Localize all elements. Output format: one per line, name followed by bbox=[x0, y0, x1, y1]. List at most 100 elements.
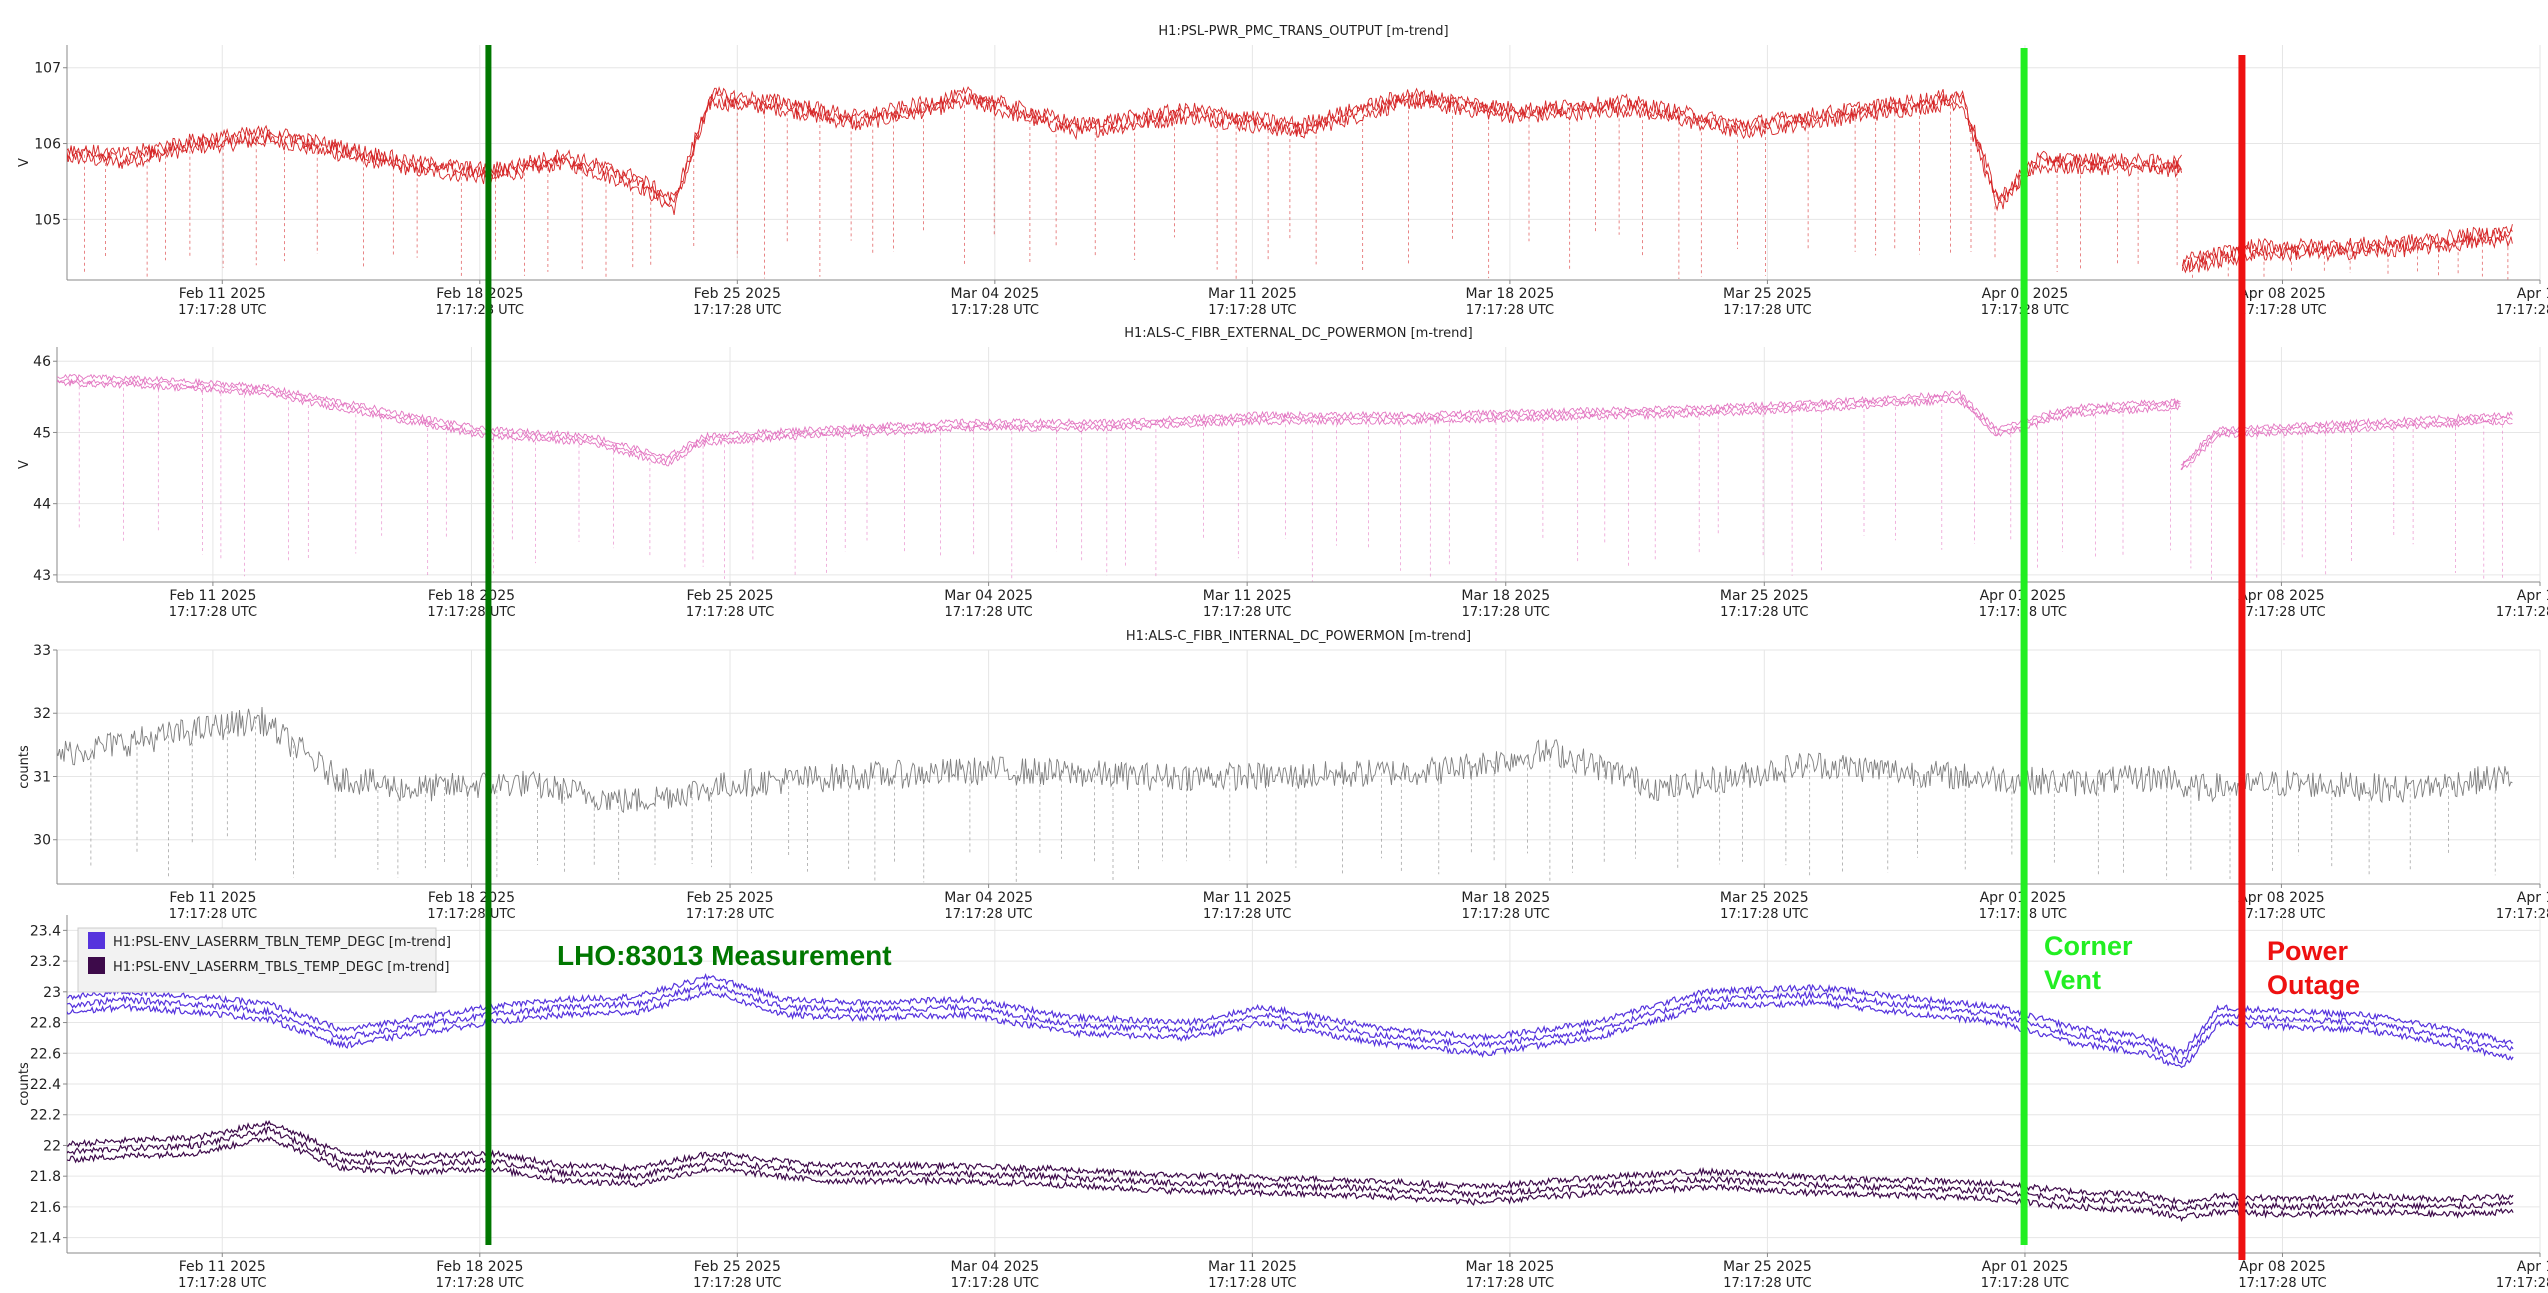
event-marker-label: Outage bbox=[2267, 970, 2360, 1000]
x-tick-sublabel: 17:17:28 UTC bbox=[178, 303, 266, 318]
x-tick-sublabel: 17:17:28 UTC bbox=[1723, 1276, 1811, 1291]
series-line bbox=[57, 380, 2181, 467]
x-tick-sublabel: 17:17:28 UTC bbox=[169, 907, 257, 922]
x-tick-sublabel: 17:17:28 UTC bbox=[944, 605, 1032, 620]
x-tick-label: Mar 11 2025 bbox=[1208, 286, 1297, 302]
y-axis-label: V bbox=[17, 460, 32, 469]
x-tick-label: Mar 04 2025 bbox=[950, 1259, 1039, 1275]
x-tick-sublabel: 17:17:28 UTC bbox=[693, 1276, 781, 1291]
chart-title: H1:ALS-C_FIBR_EXTERNAL_DC_POWERMON [m-tr… bbox=[1124, 326, 1473, 341]
x-tick-sublabel: 17:17:28 UTC bbox=[178, 1276, 266, 1291]
series-line bbox=[67, 973, 2514, 1056]
series-spikes bbox=[2192, 235, 2509, 280]
x-tick-label: Mar 04 2025 bbox=[944, 890, 1033, 906]
legend-label: H1:PSL-ENV_LASERRM_TBLN_TEMP_DEGC [m-tre… bbox=[113, 935, 451, 950]
chart-panel-3: H1:ALS-C_FIBR_INTERNAL_DC_POWERMON [m-tr… bbox=[17, 629, 2548, 922]
series-line bbox=[67, 90, 2182, 207]
y-tick-label: 22.2 bbox=[30, 1108, 61, 1124]
chart-title: H1:PSL-PWR_PMC_TRANS_OUTPUT [m-trend] bbox=[1158, 24, 1448, 39]
y-tick-label: 46 bbox=[33, 354, 51, 370]
x-tick-sublabel: 17:17:28 UTC bbox=[686, 605, 774, 620]
series-line bbox=[67, 981, 2514, 1065]
x-tick-sublabel: 17:17:28 UTC bbox=[169, 605, 257, 620]
x-tick-label: Mar 18 2025 bbox=[1461, 588, 1550, 604]
x-tick-label: Apr 01 2025 bbox=[1982, 1259, 2069, 1275]
x-tick-label: Feb 18 2025 bbox=[428, 588, 515, 604]
event-marker-label: Corner bbox=[2044, 931, 2133, 961]
x-tick-label: Feb 11 2025 bbox=[179, 286, 266, 302]
series-spikes bbox=[90, 720, 2168, 883]
series-line bbox=[2180, 415, 2513, 471]
x-tick-label: Feb 11 2025 bbox=[169, 588, 256, 604]
event-marker-label: Vent bbox=[2044, 965, 2101, 995]
y-tick-label: 33 bbox=[33, 643, 51, 659]
y-tick-label: 106 bbox=[34, 137, 61, 153]
plot-area bbox=[67, 85, 2513, 280]
x-tick-label: Mar 04 2025 bbox=[950, 286, 1039, 302]
series-line bbox=[2180, 411, 2513, 466]
y-tick-label: 23.2 bbox=[30, 954, 61, 970]
x-tick-sublabel: 17:17:28 UTC bbox=[2237, 605, 2325, 620]
y-tick-label: 45 bbox=[33, 425, 51, 441]
chart-title: H1:ALS-C_FIBR_INTERNAL_DC_POWERMON [m-tr… bbox=[1126, 629, 1471, 644]
x-tick-label: Mar 11 2025 bbox=[1203, 588, 1292, 604]
chart-panel-1: H1:PSL-PWR_PMC_TRANS_OUTPUT [m-trend]V10… bbox=[17, 24, 2548, 318]
series-line bbox=[2180, 418, 2513, 470]
x-tick-label: Apr 08 2025 bbox=[2239, 1259, 2326, 1275]
x-tick-sublabel: 17:17:28 UTC bbox=[2496, 605, 2548, 620]
series-line bbox=[67, 1120, 2514, 1206]
x-tick-label: Mar 25 2025 bbox=[1720, 588, 1809, 604]
x-tick-sublabel: 17:17:28 UTC bbox=[1466, 303, 1554, 318]
x-tick-label: Apr 15 bbox=[2517, 890, 2548, 906]
y-tick-label: 22 bbox=[43, 1138, 61, 1154]
x-tick-sublabel: 17:17:28 UTC bbox=[693, 303, 781, 318]
x-tick-label: Apr 08 2025 bbox=[2238, 588, 2325, 604]
series-line bbox=[67, 1136, 2514, 1223]
series-line bbox=[67, 988, 2514, 1069]
y-tick-label: 23.4 bbox=[30, 923, 61, 939]
series-line bbox=[67, 85, 2182, 204]
x-tick-sublabel: 17:17:28 UTC bbox=[951, 303, 1039, 318]
event-markers: LHO:83013 Measurement Corner Vent Power Outa… bbox=[485, 45, 2360, 1260]
x-tick-sublabel: 17:17:28 UTC bbox=[951, 1276, 1039, 1291]
plot-area bbox=[57, 706, 2513, 883]
event-marker-label: LHO:83013 Measurement bbox=[557, 940, 892, 971]
x-tick-label: Mar 25 2025 bbox=[1723, 286, 1812, 302]
chart-panel-4: counts 21.4 21.6 21.8 22 22.2 22.4 22.6 22.8 23 23… bbox=[17, 915, 2548, 1291]
x-tick-label: Mar 25 2025 bbox=[1720, 890, 1809, 906]
x-tick-sublabel: 17:17:28 UTC bbox=[1462, 907, 1550, 922]
y-tick-label: 30 bbox=[33, 833, 51, 849]
x-tick-label: Mar 11 2025 bbox=[1208, 1259, 1297, 1275]
x-tick-label: Feb 25 2025 bbox=[686, 588, 773, 604]
x-tick-label: Feb 25 2025 bbox=[694, 1259, 781, 1275]
series-line bbox=[57, 376, 2181, 465]
x-tick-sublabel: 17:17:28 UTC bbox=[436, 303, 524, 318]
x-tick-label: Mar 04 2025 bbox=[944, 588, 1033, 604]
x-tick-label: Feb 25 2025 bbox=[686, 890, 773, 906]
x-tick-sublabel: 17:17:28 UTC bbox=[1981, 1276, 2069, 1291]
legend: H1:PSL-ENV_LASERRM_TBLN_TEMP_DEGC [m-tre… bbox=[77, 927, 451, 993]
x-tick-label: Feb 11 2025 bbox=[179, 1259, 266, 1275]
x-tick-sublabel: 17:17:28 UTC bbox=[1203, 605, 1291, 620]
y-tick-label: 44 bbox=[33, 497, 51, 513]
legend-swatch bbox=[88, 932, 105, 949]
y-tick-label: 22.8 bbox=[30, 1016, 61, 1032]
x-tick-sublabel: 17:17:28 UTC bbox=[427, 605, 515, 620]
x-tick-label: Mar 11 2025 bbox=[1203, 890, 1292, 906]
series-line bbox=[67, 1126, 2514, 1212]
series-spikes bbox=[78, 380, 2171, 582]
y-tick-label: 22.4 bbox=[30, 1077, 61, 1093]
event-marker-label: Power bbox=[2267, 936, 2349, 966]
x-tick-sublabel: 17:17:28 UTC bbox=[1466, 1276, 1554, 1291]
y-tick-label: 22.6 bbox=[30, 1046, 61, 1062]
x-tick-sublabel: 17:17:28 UTC bbox=[1208, 303, 1296, 318]
series-line bbox=[57, 373, 2181, 458]
plot-area bbox=[57, 373, 2513, 582]
x-tick-label: Apr 15 bbox=[2517, 286, 2548, 302]
x-tick-label: Apr 15 bbox=[2517, 1259, 2548, 1275]
y-axis-label: counts bbox=[17, 745, 32, 789]
x-tick-label: Apr 08 2025 bbox=[2238, 890, 2325, 906]
x-tick-label: Mar 18 2025 bbox=[1461, 890, 1550, 906]
x-tick-label: Feb 18 2025 bbox=[436, 286, 523, 302]
series-spikes bbox=[2190, 418, 2503, 582]
